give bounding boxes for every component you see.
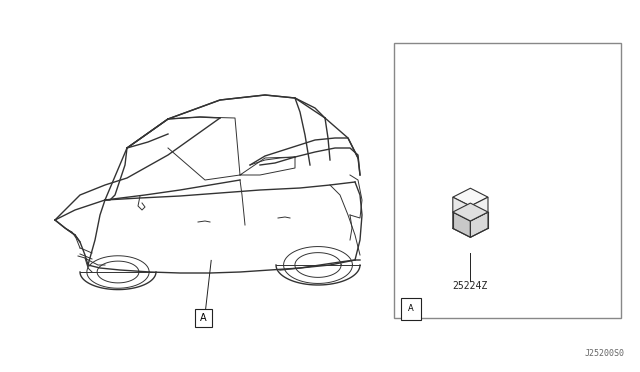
Text: 25224Z: 25224Z bbox=[452, 282, 488, 291]
Polygon shape bbox=[453, 212, 470, 237]
Polygon shape bbox=[453, 203, 488, 221]
Bar bbox=[401, 298, 421, 320]
Text: A: A bbox=[408, 304, 413, 313]
Polygon shape bbox=[453, 188, 488, 206]
Text: A: A bbox=[200, 313, 207, 323]
Polygon shape bbox=[470, 212, 488, 237]
Polygon shape bbox=[470, 197, 488, 221]
Text: J25200S0: J25200S0 bbox=[585, 349, 625, 358]
Polygon shape bbox=[453, 197, 470, 221]
Bar bbox=[394, 43, 621, 318]
FancyBboxPatch shape bbox=[195, 309, 212, 327]
